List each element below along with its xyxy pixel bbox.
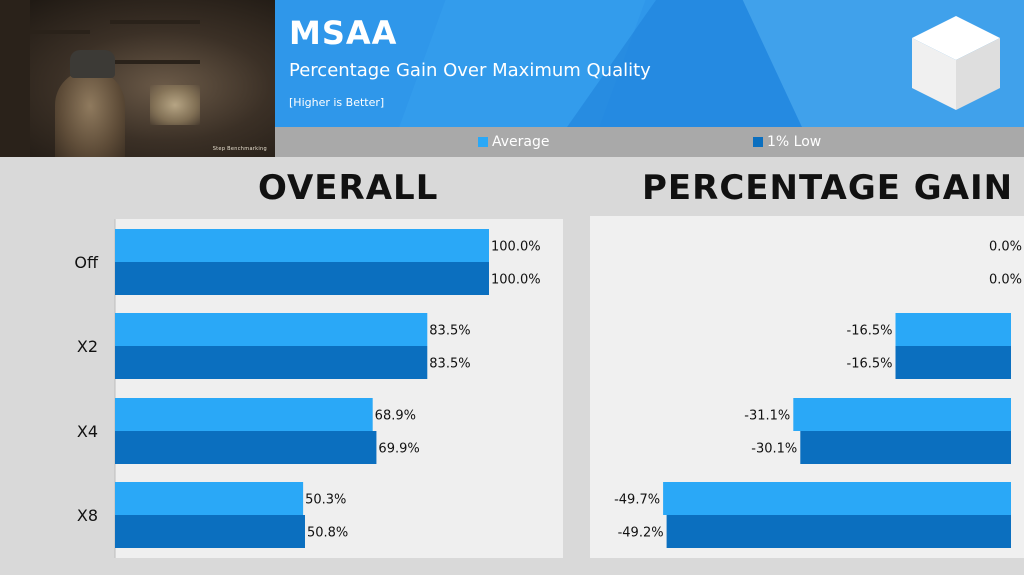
bar-average bbox=[115, 398, 373, 431]
cube-logo-icon bbox=[912, 16, 1000, 110]
data-label: 69.9% bbox=[378, 442, 419, 457]
data-label: 50.3% bbox=[305, 493, 346, 508]
chart-title: MSAA bbox=[289, 14, 398, 52]
bar-average bbox=[115, 313, 428, 346]
legend-label: 1% Low bbox=[767, 134, 822, 150]
data-label: 0.0% bbox=[989, 273, 1022, 288]
legend-item-average: Average bbox=[478, 134, 550, 150]
data-label: 50.8% bbox=[307, 526, 348, 541]
data-label: -16.5% bbox=[847, 324, 893, 339]
data-label: 100.0% bbox=[491, 273, 541, 288]
data-label: -30.1% bbox=[751, 442, 797, 457]
bar-1pct-low bbox=[666, 515, 1011, 548]
legend-swatch bbox=[478, 137, 488, 147]
bar-average bbox=[115, 482, 304, 515]
category-label: X4 bbox=[77, 422, 98, 441]
bar-average bbox=[663, 482, 1011, 515]
bar-average bbox=[895, 313, 1011, 346]
bar-1pct-low bbox=[115, 431, 377, 464]
bar-1pct-low bbox=[115, 346, 428, 379]
game-screenshot-thumbnail: Step Benchmarking bbox=[0, 0, 275, 157]
legend: Average 1% Low bbox=[275, 127, 1024, 157]
data-label: 83.5% bbox=[429, 357, 470, 372]
bar-1pct-low bbox=[895, 346, 1011, 379]
bar-1pct-low bbox=[800, 431, 1011, 464]
data-label: 100.0% bbox=[491, 240, 541, 255]
thumbnail-watermark: Step Benchmarking bbox=[212, 146, 267, 152]
bar-average bbox=[793, 398, 1011, 431]
chart-note: [Higher is Better] bbox=[289, 96, 385, 109]
bar-1pct-low bbox=[115, 262, 489, 295]
legend-swatch bbox=[753, 137, 763, 147]
data-label: -49.7% bbox=[614, 493, 660, 508]
legend-label: Average bbox=[492, 134, 550, 150]
data-label: -49.2% bbox=[618, 526, 664, 541]
bar-average bbox=[115, 229, 489, 262]
category-label: X8 bbox=[77, 506, 98, 525]
bar-1pct-low bbox=[115, 515, 305, 548]
data-label: 0.0% bbox=[989, 240, 1022, 255]
panel-title-percentage-gain: PERCENTAGE GAIN bbox=[642, 168, 1014, 208]
panel-title-overall: OVERALL bbox=[258, 168, 439, 208]
legend-item-1pct-low: 1% Low bbox=[753, 134, 821, 150]
data-label: 83.5% bbox=[429, 324, 470, 339]
header-banner: Step Benchmarking MSAA Percentage Gain O… bbox=[0, 0, 1024, 157]
data-label: -31.1% bbox=[744, 409, 790, 424]
chart-subtitle: Percentage Gain Over Maximum Quality bbox=[289, 60, 651, 81]
category-label: Off bbox=[74, 253, 99, 272]
data-label: 68.9% bbox=[375, 409, 416, 424]
character-figure bbox=[55, 70, 125, 157]
category-label: X2 bbox=[77, 337, 98, 356]
data-label: -16.5% bbox=[847, 357, 893, 372]
